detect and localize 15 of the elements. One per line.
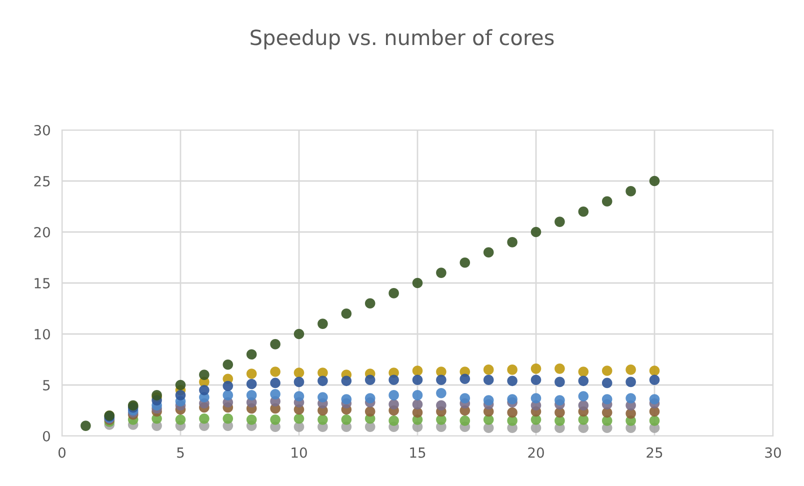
x-tick-label: 30 (765, 447, 781, 458)
x-tick-label: 15 (410, 448, 426, 458)
y-tick-label: 0 (42, 430, 50, 442)
y-tick-label: 25 (34, 176, 50, 186)
chart-title: Speedup vs. number of cores (250, 29, 554, 50)
x-tick-label: 20 (528, 447, 544, 458)
x-tick-label: 5 (177, 448, 184, 458)
x-tick-label: 25 (646, 447, 662, 458)
y-tick-label: 10 (34, 328, 50, 340)
x-tick-label: 10 (292, 447, 307, 458)
x-tick-label: 0 (58, 447, 66, 458)
y-tick-label: 5 (43, 380, 50, 390)
y-tick-label: 20 (34, 226, 50, 238)
y-tick-label: 15 (34, 278, 50, 288)
y-tick-label: 30 (34, 124, 50, 136)
